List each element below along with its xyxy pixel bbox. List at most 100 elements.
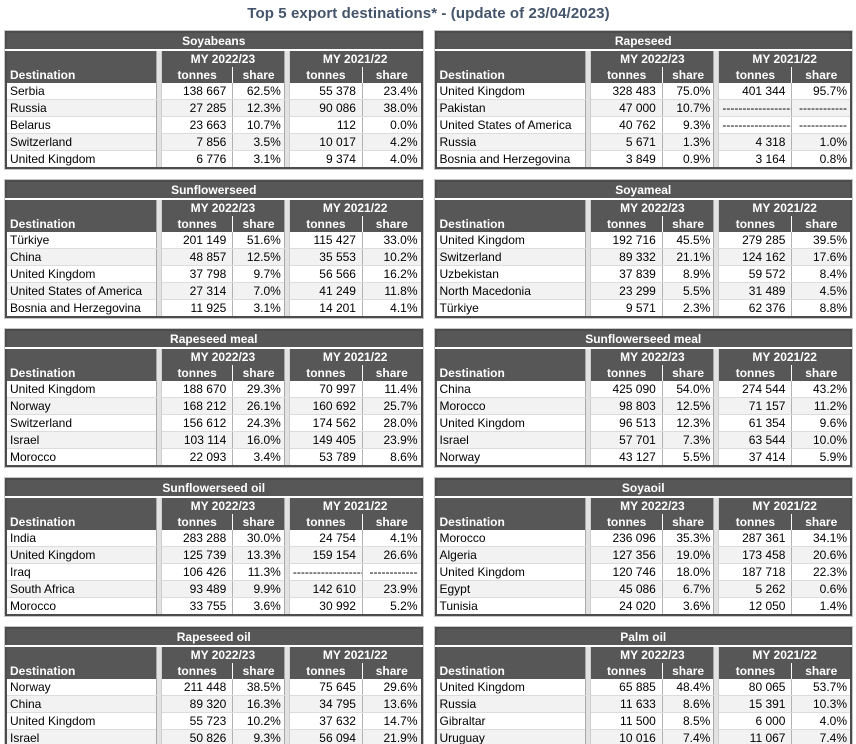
table-row: United Kingdom 65 885 48.4% 80 065 53.7% (435, 679, 851, 744)
table-title: Soyabeans (6, 32, 422, 51)
column-group-my-2022-23: MY 2022/23 (161, 497, 285, 514)
destination-cell: United Kingdom (435, 563, 586, 581)
column-header-share: share (791, 514, 851, 530)
tonnes-2021-22-cell: 30 992 (289, 597, 363, 615)
share-2021-22-cell: 4.2% (361, 133, 422, 151)
table-row: Pakistan 47 000 10.7% ------------------… (435, 99, 851, 117)
destination-cell: Israel (6, 431, 157, 449)
share-2021-22-cell: 10.0% (791, 431, 851, 449)
column-header-share: share (791, 663, 851, 679)
column-header-tonnes: tonnes (161, 216, 233, 232)
table-row: China 48 857 12.5% 35 553 10.2% (6, 248, 422, 266)
share-2021-22-cell: 4.0% (791, 712, 851, 730)
tonnes-2021-22-cell: 5 262 (718, 580, 792, 598)
column-header-share: share (361, 365, 422, 381)
column-group-my-2022-23: MY 2022/23 (590, 646, 714, 663)
share-2021-22-cell: 10.3% (791, 695, 851, 713)
share-2021-22-cell: 10.2% (361, 248, 422, 266)
share-2021-22-cell: 9.6% (791, 414, 851, 432)
tonnes-2021-22-cell: 61 354 (718, 414, 792, 432)
destination-cell: Russia (435, 695, 586, 713)
share-2021-22-cell: 38.0% (361, 99, 422, 117)
share-2022-23-cell: 10.2% (232, 712, 285, 730)
tonnes-2022-23-cell: 23 663 (161, 116, 233, 134)
share-2022-23-cell: 1.3% (661, 133, 714, 151)
tonnes-2022-23-cell: 50 826 (161, 729, 233, 744)
commodity-table: Soyaoil Destination MY 2022/23 MY 2021/2… (433, 477, 853, 617)
share-2022-23-cell: 10.7% (661, 99, 714, 117)
table-row: United Kingdom 328 483 75.0% 401 344 95.… (435, 83, 851, 168)
column-header-tonnes: tonnes (289, 216, 363, 232)
share-2021-22-cell: 4.1% (361, 299, 422, 317)
table-row: United Kingdom 6 776 3.1% 9 374 4.0% (6, 150, 422, 168)
tonnes-2021-22-cell: 11 067 (718, 729, 792, 744)
tonnes-2022-23-cell: 11 500 (590, 712, 663, 730)
tonnes-2022-23-cell: 11 633 (590, 695, 663, 713)
share-2022-23-cell: 9.9% (232, 580, 285, 598)
column-separator (155, 83, 162, 168)
column-header-tonnes: tonnes (718, 216, 792, 232)
table-row: Norway 43 127 5.5% 37 414 5.9% (435, 448, 851, 466)
share-2022-23-cell: 3.4% (232, 448, 285, 466)
column-group-my-2021-22: MY 2021/22 (718, 50, 851, 67)
destination-cell: Israel (435, 431, 586, 449)
tonnes-2022-23-cell: 22 093 (161, 448, 233, 466)
table-row: Belarus 23 663 10.7% 112 0.0% (6, 116, 422, 134)
share-2021-22-cell: 8.4% (791, 265, 851, 283)
tonnes-2022-23-cell: 27 285 (161, 99, 233, 117)
share-2022-23-cell: 29.3% (232, 381, 285, 398)
share-2021-22-cell: ------------ (361, 563, 422, 581)
destination-cell: United States of America (6, 282, 157, 300)
table-row: Switzerland 89 332 21.1% 124 162 17.6% (435, 248, 851, 266)
table-row: India 283 288 30.0% 24 754 4.1% (6, 530, 422, 615)
column-separator (585, 199, 592, 232)
tonnes-2021-22-cell: 287 361 (718, 530, 792, 547)
tonnes-2021-22-cell: 53 789 (289, 448, 363, 466)
share-2022-23-cell: 35.3% (661, 530, 714, 547)
share-2022-23-cell: 12.3% (232, 99, 285, 117)
share-2021-22-cell: 4.1% (361, 530, 422, 547)
table-title: Soyaoil (435, 479, 851, 498)
table-row: Egypt 45 086 6.7% 5 262 0.6% (435, 580, 851, 598)
table-title: Sunflowerseed (6, 181, 422, 200)
commodity-table: Rapeseed Destination MY 2022/23 MY 2021/… (433, 30, 853, 170)
destination-cell: Uzbekistan (435, 265, 586, 283)
tonnes-2021-22-cell: 56 094 (289, 729, 363, 744)
page-title: Top 5 export destinations* - (update of … (247, 5, 610, 22)
tonnes-2022-23-cell: 89 332 (590, 248, 663, 266)
share-2022-23-cell: 12.5% (661, 397, 714, 415)
share-2022-23-cell: 5.5% (661, 448, 714, 466)
column-separator (585, 232, 592, 317)
share-2021-22-cell: 11.2% (791, 397, 851, 415)
tonnes-2022-23-cell: 328 483 (590, 83, 663, 100)
destination-cell: Switzerland (6, 133, 157, 151)
column-header-tonnes: tonnes (718, 514, 792, 530)
destination-cell: Pakistan (435, 99, 586, 117)
tonnes-2021-22-cell: ------------------ (289, 563, 363, 581)
share-2021-22-cell: 26.6% (361, 546, 422, 564)
table-row: Uruguay 10 016 7.4% 11 067 7.4% (435, 729, 851, 744)
destination-cell: United Kingdom (6, 150, 157, 168)
share-2021-22-cell: ------------ (791, 99, 851, 117)
tonnes-2021-22-cell: 160 692 (289, 397, 363, 415)
destination-cell: Tunisia (435, 597, 586, 615)
column-group-my-2022-23: MY 2022/23 (161, 199, 285, 216)
commodity-table: Sunflowerseed Destination MY 2022/23 MY … (4, 179, 424, 319)
destination-cell: Russia (435, 133, 586, 151)
share-2021-22-cell: ------------ (791, 116, 851, 134)
column-header-tonnes: tonnes (718, 365, 792, 381)
column-header-destination: Destination (6, 199, 157, 232)
column-separator (283, 348, 290, 381)
column-group-my-2022-23: MY 2022/23 (590, 497, 714, 514)
column-group-my-2021-22: MY 2021/22 (718, 646, 851, 663)
commodity-table: Sunflowerseed oil Destination MY 2022/23… (4, 477, 424, 617)
share-2021-22-cell: 11.8% (361, 282, 422, 300)
share-2022-23-cell: 12.3% (661, 414, 714, 432)
tonnes-2022-23-cell: 24 020 (590, 597, 663, 615)
column-separator (585, 50, 592, 83)
table-row: Tunisia 24 020 3.6% 12 050 1.4% (435, 597, 851, 615)
share-2022-23-cell: 16.3% (232, 695, 285, 713)
tonnes-2022-23-cell: 48 857 (161, 248, 233, 266)
destination-cell: Israel (6, 729, 157, 744)
column-group-my-2022-23: MY 2022/23 (161, 646, 285, 663)
